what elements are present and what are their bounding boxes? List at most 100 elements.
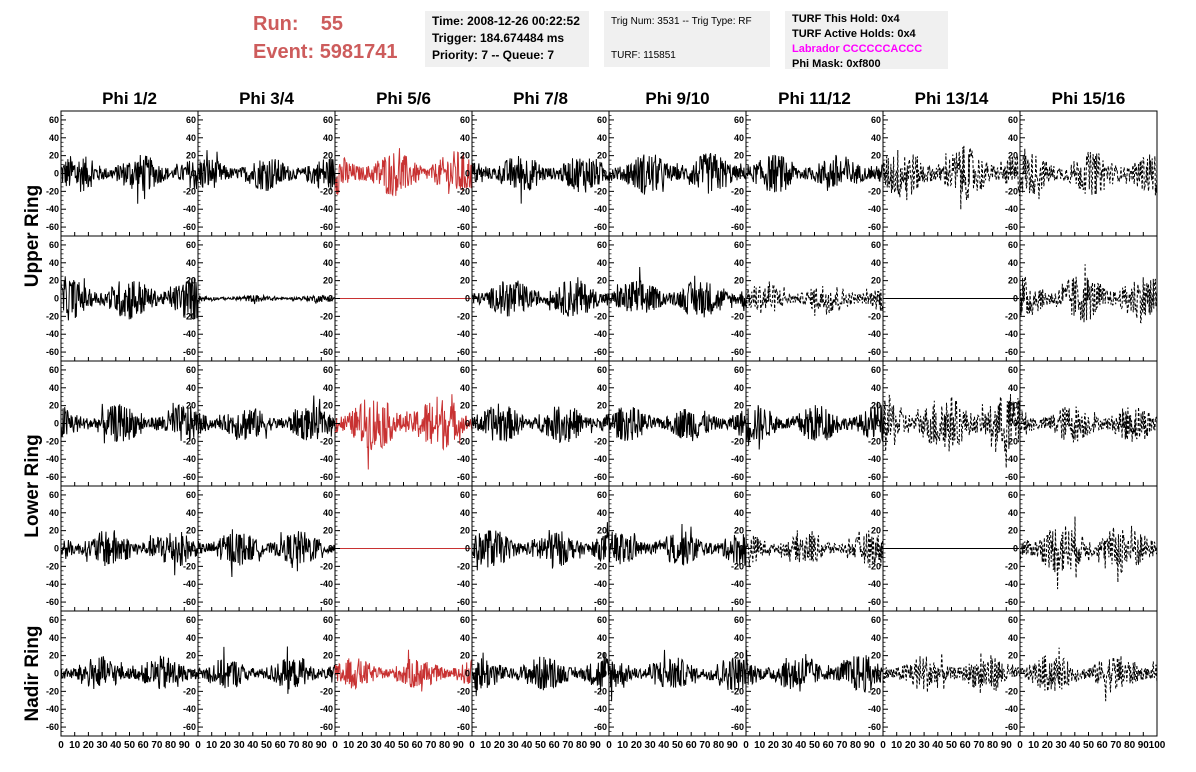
- y-tick-label: -40: [457, 704, 470, 714]
- x-tick-label: 40: [795, 740, 807, 751]
- y-tick-label: 0: [876, 294, 881, 304]
- x-tick-label: 0: [606, 740, 612, 751]
- y-tick-label: -60: [1005, 597, 1018, 607]
- y-tick-label: 20: [460, 401, 470, 411]
- y-tick-label: 0: [191, 419, 196, 429]
- y-tick-label: -60: [1005, 347, 1018, 357]
- y-tick-label: -40: [183, 579, 196, 589]
- y-tick-label: -20: [46, 686, 59, 696]
- y-tick-label: 20: [186, 151, 196, 161]
- trace-line: [334, 649, 473, 692]
- y-tick-label: 40: [597, 383, 607, 393]
- y-tick-label: 20: [871, 651, 881, 661]
- y-tick-label: 20: [323, 151, 333, 161]
- y-tick-label: 40: [871, 633, 881, 643]
- y-tick-label: -60: [868, 222, 881, 232]
- y-tick-label: 0: [54, 544, 59, 554]
- y-tick-label: 0: [1013, 544, 1018, 554]
- y-tick-label: 40: [323, 383, 333, 393]
- y-tick-label: -20: [1005, 436, 1018, 446]
- priority-text: Priority: 7 -- Queue: 7: [432, 48, 555, 62]
- x-tick-label: 90: [179, 740, 191, 751]
- y-tick-label: -20: [183, 186, 196, 196]
- y-tick-label: -60: [594, 597, 607, 607]
- y-tick-label: 40: [460, 633, 470, 643]
- x-tick-label: 30: [919, 740, 931, 751]
- x-tick-label: 80: [1124, 740, 1136, 751]
- y-tick-label: -40: [1005, 204, 1018, 214]
- y-tick-label: -40: [457, 204, 470, 214]
- y-tick-label: 60: [186, 365, 196, 375]
- y-tick-label: -40: [46, 329, 59, 339]
- y-tick-label: 60: [871, 240, 881, 250]
- y-tick-label: 20: [1008, 151, 1018, 161]
- y-tick-label: 60: [871, 490, 881, 500]
- y-tick-label: 0: [328, 544, 333, 554]
- y-tick-label: 0: [54, 294, 59, 304]
- y-tick-label: 20: [597, 526, 607, 536]
- trace-line: [197, 529, 336, 578]
- trace-line: [608, 152, 747, 195]
- y-tick-label: 60: [597, 365, 607, 375]
- x-tick-label: 30: [508, 740, 520, 751]
- y-tick-label: 20: [597, 276, 607, 286]
- y-tick-label: 40: [186, 508, 196, 518]
- y-tick-label: 0: [54, 419, 59, 429]
- x-tick-label: 50: [946, 740, 958, 751]
- y-tick-label: 20: [186, 651, 196, 661]
- y-tick-label: 60: [186, 490, 196, 500]
- y-tick-label: 40: [1008, 133, 1018, 143]
- x-tick-label: 50: [398, 740, 410, 751]
- x-tick-label: 50: [672, 740, 684, 751]
- y-tick-label: -40: [457, 579, 470, 589]
- y-tick-label: 0: [739, 419, 744, 429]
- y-tick-label: 60: [49, 115, 59, 125]
- y-tick-label: -60: [46, 222, 59, 232]
- x-tick-label: 10: [1028, 740, 1040, 751]
- x-tick-label: 20: [905, 740, 917, 751]
- turf-hold-text: TURF This Hold: 0x4: [792, 13, 900, 25]
- trace-line: [60, 530, 199, 576]
- y-tick-label: 40: [734, 508, 744, 518]
- x-tick-label: 60: [960, 740, 972, 751]
- y-tick-label: 20: [186, 276, 196, 286]
- y-tick-label: -20: [457, 686, 470, 696]
- y-tick-label: -20: [594, 561, 607, 571]
- time-info-box: Time: 2008-12-26 00:22:52 Trigger: 184.6…: [425, 11, 589, 67]
- x-tick-label: 20: [83, 740, 95, 751]
- y-tick-label: 60: [734, 240, 744, 250]
- column-title-4: Phi 7/8: [513, 89, 568, 108]
- y-tick-label: 20: [49, 526, 59, 536]
- y-tick-label: -60: [183, 347, 196, 357]
- turf-active-text: TURF Active Holds: 0x4: [792, 28, 916, 40]
- y-tick-label: 20: [460, 651, 470, 661]
- y-tick-label: -20: [594, 186, 607, 196]
- y-tick-label: -20: [457, 561, 470, 571]
- y-tick-label: -20: [594, 436, 607, 446]
- y-tick-label: -20: [868, 436, 881, 446]
- y-tick-label: -40: [183, 454, 196, 464]
- y-tick-label: -20: [868, 561, 881, 571]
- y-tick-label: 40: [734, 633, 744, 643]
- y-tick-label: 20: [597, 651, 607, 661]
- x-tick-label: 50: [261, 740, 273, 751]
- y-tick-label: 20: [323, 276, 333, 286]
- y-tick-label: -40: [594, 204, 607, 214]
- x-tick-label: 30: [1056, 740, 1068, 751]
- run-row: Run: 55: [253, 10, 398, 38]
- y-tick-label: -40: [594, 329, 607, 339]
- x-tick-label: 0: [743, 740, 749, 751]
- y-tick-label: -60: [457, 472, 470, 482]
- y-tick-label: 20: [734, 651, 744, 661]
- x-tick-label: 40: [658, 740, 670, 751]
- x-tick-label: 40: [932, 740, 944, 751]
- column-title-1: Phi 1/2: [102, 89, 157, 108]
- y-tick-label: 60: [597, 240, 607, 250]
- x-tick-label: 80: [850, 740, 862, 751]
- x-tick-label: 30: [782, 740, 794, 751]
- y-tick-label: 60: [49, 240, 59, 250]
- y-tick-label: -40: [46, 579, 59, 589]
- x-tick-label: 60: [549, 740, 561, 751]
- y-tick-label: 60: [49, 615, 59, 625]
- y-tick-label: -20: [457, 311, 470, 321]
